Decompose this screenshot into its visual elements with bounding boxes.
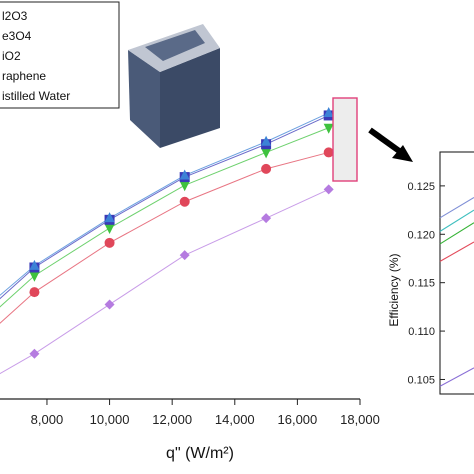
inset-lines — [439, 197, 474, 387]
data-point — [179, 169, 190, 180]
legend: l2O3 e3O4 iO2 raphene istilled Water — [0, 1, 120, 109]
arrow-shaft — [368, 127, 404, 156]
x-tick-label: 18,000 — [340, 412, 380, 427]
data-point — [323, 147, 334, 158]
inset-plot: 0.125 0.120 0.115 0.110 0.105 Efficiency (%) — [387, 151, 474, 395]
x-tick-label: 16,000 — [278, 412, 318, 427]
inset-series-line — [439, 197, 474, 219]
series-line — [0, 188, 329, 375]
legend-label: raphene — [2, 69, 46, 83]
channel-front-face — [128, 50, 160, 148]
data-point — [29, 287, 40, 298]
legend-items: l2O3 e3O4 iO2 raphene istilled Water — [2, 9, 70, 103]
data-point — [179, 196, 190, 207]
data-point — [104, 224, 115, 235]
data-point — [323, 123, 334, 134]
inset-y-tick-label: 0.120 — [407, 229, 435, 241]
legend-label: istilled Water — [2, 89, 70, 103]
inset-series-line — [439, 222, 474, 245]
series-markers — [29, 106, 334, 359]
x-tick-label: 10,000 — [90, 412, 130, 427]
data-point — [29, 259, 40, 270]
data-point — [29, 348, 40, 359]
series-line — [0, 112, 329, 296]
inset-y-axis-title: Efficiency (%) — [387, 253, 401, 326]
inset-y-tick-label: 0.105 — [407, 374, 435, 386]
inset-y-tick-label: 0.115 — [408, 278, 435, 290]
x-tick-label: 8,000 — [31, 412, 64, 427]
data-point — [261, 148, 272, 159]
data-point — [29, 271, 40, 282]
legend-box — [0, 1, 120, 109]
x-tick-label: 12,000 — [152, 412, 192, 427]
inset-series-line — [439, 367, 474, 387]
data-point — [104, 212, 115, 223]
legend-label: iO2 — [2, 49, 21, 63]
inset-series-line — [439, 209, 474, 232]
data-point — [323, 106, 334, 117]
data-point — [261, 163, 272, 174]
series-line — [0, 127, 329, 308]
channel-opening — [145, 30, 205, 61]
zoom-arrow — [368, 127, 413, 162]
inset-y-tick-label: 0.110 — [408, 326, 435, 338]
x-axis-title: q" (W/m²) — [166, 445, 234, 462]
inset-frame — [439, 151, 474, 395]
legend-label: e3O4 — [2, 29, 32, 43]
arrow-head — [392, 145, 413, 162]
series-line — [0, 114, 329, 300]
data-point — [323, 184, 334, 195]
data-point — [179, 181, 190, 192]
highlight-box — [332, 97, 358, 182]
series-line — [0, 151, 329, 324]
channel-side-face — [160, 48, 220, 148]
inset-y-ticks: 0.125 0.120 0.115 0.110 0.105 — [407, 181, 445, 386]
data-point — [261, 213, 272, 224]
data-point — [104, 299, 115, 310]
data-point — [179, 250, 190, 261]
x-ticks: 8,000 10,000 12,000 14,000 16,000 18,000 — [31, 399, 380, 427]
legend-label: l2O3 — [2, 9, 28, 23]
inset-series-line — [439, 241, 474, 262]
series-lines — [0, 112, 329, 375]
inset-y-tick-label: 0.125 — [407, 181, 435, 193]
data-point — [261, 135, 272, 146]
data-point — [104, 237, 115, 248]
main-plot: 8,000 10,000 12,000 14,000 16,000 18,000 q" (… — [0, 97, 380, 462]
x-tick-label: 14,000 — [215, 412, 255, 427]
channel-illustration — [128, 24, 220, 148]
